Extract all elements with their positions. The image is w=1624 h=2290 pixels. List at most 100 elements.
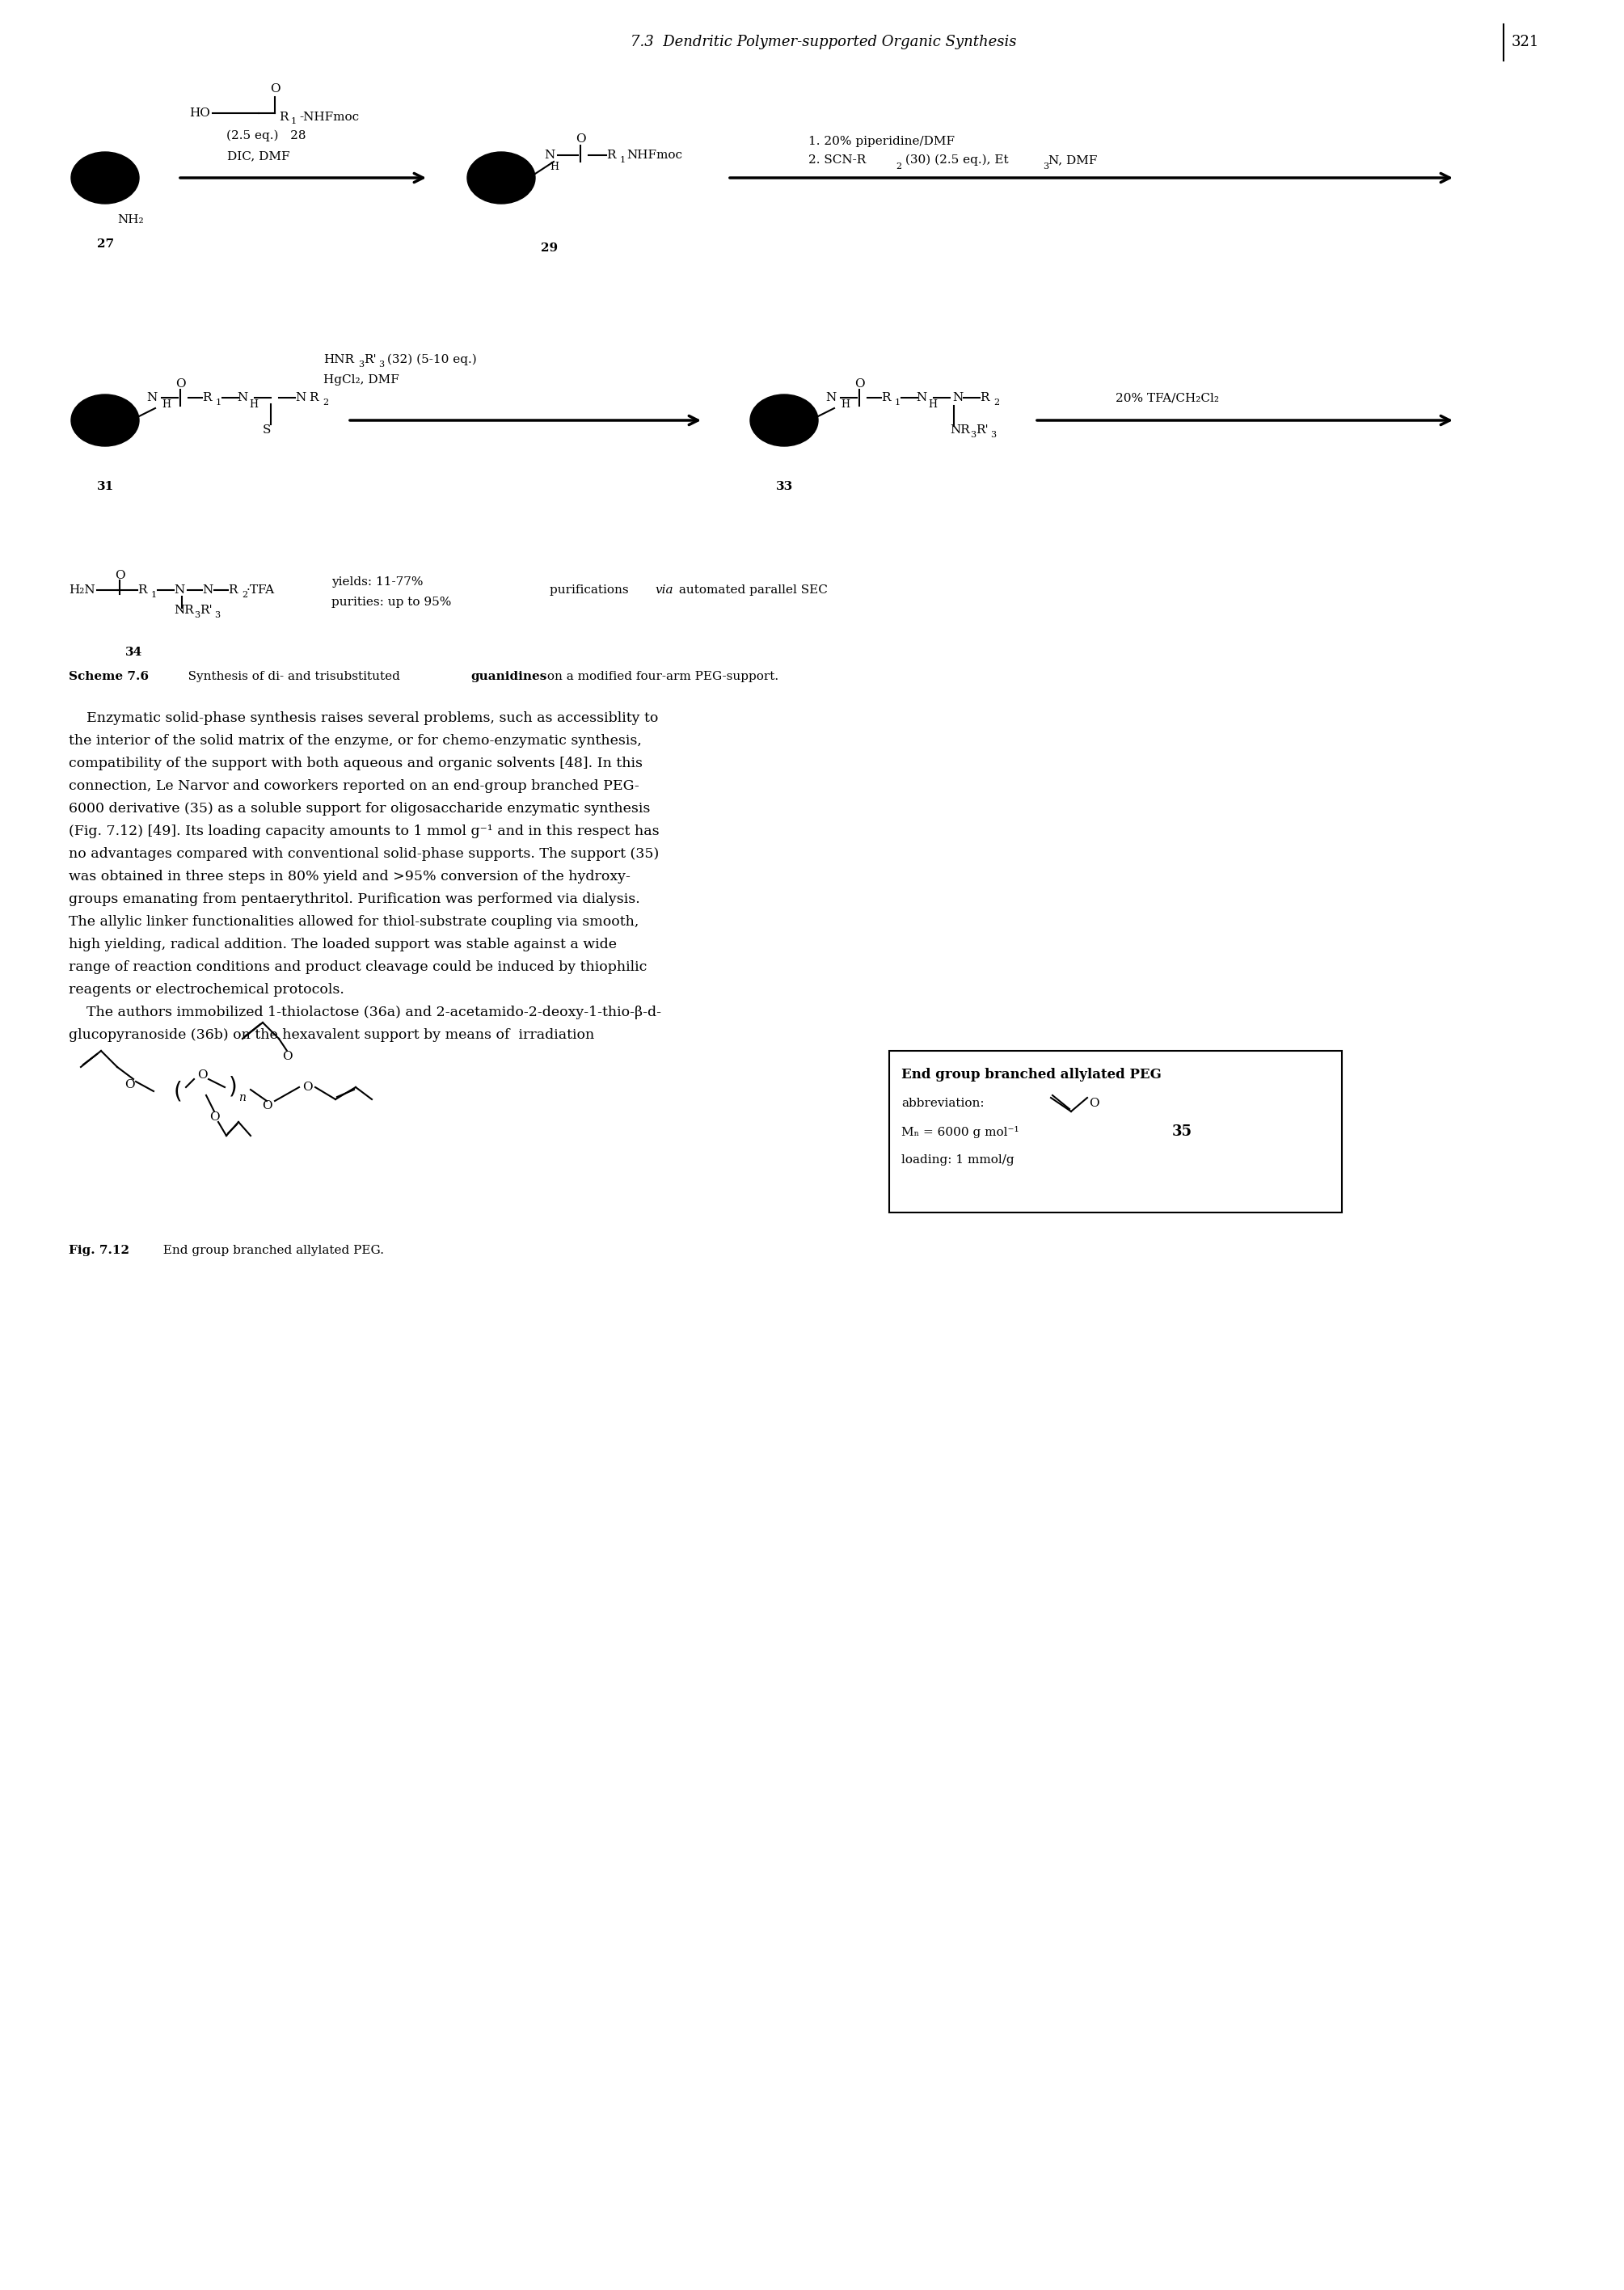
Text: (32) (5-10 eq.): (32) (5-10 eq.) — [383, 355, 477, 366]
Text: 3: 3 — [1043, 163, 1049, 169]
Text: Scheme 7.6: Scheme 7.6 — [68, 671, 149, 682]
Text: N: N — [825, 392, 836, 403]
Text: groups emanating from pentaerythritol. Purification was performed via dialysis.: groups emanating from pentaerythritol. P… — [68, 893, 640, 907]
Text: HO: HO — [190, 108, 209, 119]
Text: on a modified four-arm PEG-support.: on a modified four-arm PEG-support. — [542, 671, 778, 682]
Text: NR: NR — [950, 424, 970, 435]
Text: Synthesis of di- and trisubstituted: Synthesis of di- and trisubstituted — [177, 671, 404, 682]
Text: connection, Le Narvor and coworkers reported on an end-group branched PEG-: connection, Le Narvor and coworkers repo… — [68, 779, 640, 792]
Text: 7.3  Dendritic Polymer-supported Organic Synthesis: 7.3 Dendritic Polymer-supported Organic … — [630, 34, 1017, 50]
Text: H: H — [927, 398, 937, 410]
Text: R': R' — [976, 424, 989, 435]
Text: The allylic linker functionalities allowed for thiol-substrate coupling via smoo: The allylic linker functionalities allow… — [68, 916, 638, 930]
Text: 29: 29 — [541, 243, 559, 254]
Text: N: N — [237, 392, 247, 403]
Text: 1: 1 — [216, 398, 221, 408]
Text: (Fig. 7.12) [49]. Its loading capacity amounts to 1 mmol g⁻¹ and in this respect: (Fig. 7.12) [49]. Its loading capacity a… — [68, 824, 659, 838]
Text: 1: 1 — [151, 591, 158, 600]
Text: O: O — [261, 1099, 271, 1111]
Text: ): ) — [229, 1076, 237, 1099]
Text: (30) (2.5 eq.), Et: (30) (2.5 eq.), Et — [901, 153, 1009, 165]
Text: 3: 3 — [378, 360, 383, 369]
Ellipse shape — [750, 394, 818, 447]
Text: H: H — [549, 160, 559, 172]
Text: End group branched allylated PEG: End group branched allylated PEG — [901, 1067, 1161, 1081]
Text: O: O — [175, 378, 185, 389]
Text: 1: 1 — [620, 156, 625, 165]
Text: Enzymatic solid-phase synthesis raises several problems, such as accessiblity to: Enzymatic solid-phase synthesis raises s… — [68, 712, 658, 726]
Text: reagents or electrochemical protocols.: reagents or electrochemical protocols. — [68, 982, 344, 996]
Text: 31: 31 — [97, 481, 114, 492]
Text: H: H — [841, 398, 849, 410]
Text: N: N — [174, 584, 185, 595]
Text: R: R — [882, 392, 890, 403]
Text: was obtained in three steps in 80% yield and >95% conversion of the hydroxy-: was obtained in three steps in 80% yield… — [68, 870, 630, 884]
Text: 20% TFA/CH₂Cl₂: 20% TFA/CH₂Cl₂ — [1116, 394, 1220, 403]
Text: O: O — [197, 1069, 208, 1081]
Text: no advantages compared with conventional solid-phase supports. The support (35): no advantages compared with conventional… — [68, 847, 659, 861]
Text: R: R — [138, 584, 146, 595]
Text: S: S — [263, 424, 271, 435]
Text: HgCl₂, DMF: HgCl₂, DMF — [323, 373, 400, 385]
Text: O: O — [575, 133, 586, 144]
Text: R: R — [979, 392, 989, 403]
Text: high yielding, radical addition. The loaded support was stable against a wide: high yielding, radical addition. The loa… — [68, 937, 617, 950]
Text: R: R — [279, 112, 287, 124]
Text: -NHFmoc: -NHFmoc — [299, 112, 359, 124]
Text: O: O — [209, 1111, 219, 1122]
Text: N: N — [952, 392, 963, 403]
Text: N, DMF: N, DMF — [1049, 153, 1098, 165]
Text: abbreviation:: abbreviation: — [901, 1097, 984, 1108]
Text: R: R — [309, 392, 318, 403]
Text: N: N — [146, 392, 158, 403]
Text: purities: up to 95%: purities: up to 95% — [331, 598, 451, 607]
Text: Fig. 7.12: Fig. 7.12 — [68, 1246, 130, 1257]
Text: N: N — [544, 149, 555, 160]
Text: 2: 2 — [323, 398, 328, 408]
Text: 35: 35 — [1173, 1124, 1192, 1138]
Text: O: O — [283, 1051, 292, 1063]
Text: 6000 derivative (35) as a soluble support for oligosaccharide enzymatic synthesi: 6000 derivative (35) as a soluble suppor… — [68, 801, 650, 815]
Text: ·TFA: ·TFA — [247, 584, 274, 595]
Text: R': R' — [200, 605, 213, 616]
Text: 3: 3 — [359, 360, 364, 369]
Text: (: ( — [174, 1081, 182, 1101]
Ellipse shape — [71, 151, 140, 204]
Text: via: via — [654, 584, 672, 595]
Text: 3: 3 — [214, 611, 219, 618]
Text: R: R — [201, 392, 211, 403]
Text: NHFmoc: NHFmoc — [627, 149, 682, 160]
Ellipse shape — [468, 151, 536, 204]
Text: R: R — [606, 149, 615, 160]
Text: N: N — [201, 584, 213, 595]
Bar — [890, 1051, 1341, 1211]
Text: 3: 3 — [991, 431, 996, 440]
Text: N: N — [916, 392, 927, 403]
Text: HNR: HNR — [323, 355, 354, 366]
Text: NH₂: NH₂ — [117, 215, 143, 224]
Text: O: O — [302, 1081, 312, 1092]
Text: O: O — [854, 378, 864, 389]
Text: DIC, DMF: DIC, DMF — [227, 151, 291, 163]
Text: range of reaction conditions and product cleavage could be induced by thiophilic: range of reaction conditions and product… — [68, 960, 646, 973]
Text: R': R' — [364, 355, 377, 366]
Text: n: n — [239, 1092, 245, 1104]
Text: Mₙ = 6000 g mol⁻¹: Mₙ = 6000 g mol⁻¹ — [901, 1127, 1018, 1138]
Ellipse shape — [1119, 1085, 1168, 1122]
Text: purifications: purifications — [549, 584, 632, 595]
Text: O: O — [270, 82, 279, 94]
Text: 2. SCN-R: 2. SCN-R — [809, 153, 866, 165]
Text: 33: 33 — [776, 481, 793, 492]
Text: 321: 321 — [1512, 34, 1540, 50]
Text: automated parallel SEC: automated parallel SEC — [676, 584, 828, 595]
Text: O: O — [1088, 1097, 1099, 1108]
Text: 2: 2 — [242, 591, 247, 600]
Text: 3: 3 — [970, 431, 976, 440]
Ellipse shape — [71, 394, 140, 447]
Text: 34: 34 — [125, 646, 143, 657]
Text: O: O — [123, 1079, 135, 1090]
Text: 27: 27 — [97, 238, 114, 250]
Text: guanidines: guanidines — [471, 671, 547, 682]
Text: 1: 1 — [895, 398, 901, 408]
Text: N: N — [296, 392, 305, 403]
